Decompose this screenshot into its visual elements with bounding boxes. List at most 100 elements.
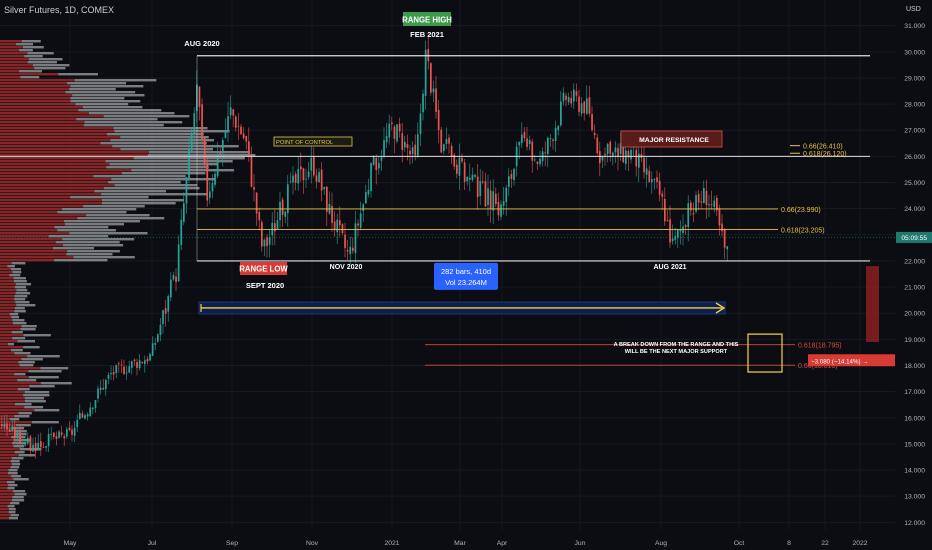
candle-down — [237, 125, 240, 127]
volume-profile-bar-red — [0, 256, 74, 259]
candle-up — [674, 236, 677, 240]
candle-down — [300, 166, 302, 170]
candle-down — [357, 223, 359, 226]
candle-up — [534, 159, 536, 161]
symbol-label[interactable]: Silver Futures, 1D, COMEX — [4, 5, 115, 15]
candle-up — [502, 201, 505, 206]
candle-up — [651, 179, 653, 183]
time-tick: Apr — [497, 540, 508, 547]
volume-profile-bar-red — [0, 328, 21, 331]
fib-label: 0.618(18.795) — [798, 343, 842, 350]
candle-down — [544, 152, 547, 154]
candle-up — [138, 360, 141, 369]
volume-profile-bar-red — [0, 133, 107, 136]
candle-down — [1, 424, 3, 427]
candle-down — [198, 86, 201, 107]
candle-down — [19, 430, 21, 444]
volume-profile-bar-white — [23, 394, 50, 397]
volume-profile-bar-red — [0, 181, 109, 184]
price-tick: 24.000 — [904, 206, 925, 213]
candle-up — [92, 407, 94, 410]
fib-label: 0.66(23.990) — [781, 207, 821, 214]
volume-profile-bar-white — [12, 322, 27, 325]
candle-up — [336, 219, 339, 233]
volume-profile-bar-white — [23, 346, 40, 349]
candle-up — [79, 412, 81, 420]
volume-profile-bar-white — [131, 169, 235, 172]
candle-up — [419, 113, 422, 134]
volume-profile-bar-white — [73, 256, 135, 259]
volume-profile-bar-red — [0, 94, 73, 97]
volume-profile-bar-white — [14, 286, 26, 289]
volume-profile-bar-white — [101, 199, 184, 202]
candle-up — [16, 431, 19, 439]
volume-profile-bar-white — [103, 187, 200, 190]
volume-profile-bar-white — [19, 70, 42, 73]
volume-profile-bar-white — [13, 280, 27, 283]
candle-up — [27, 437, 29, 444]
candle-up — [107, 374, 110, 379]
volume-profile-bar-white — [11, 427, 25, 430]
candle-down — [203, 137, 206, 164]
volume-profile-bar-white — [14, 298, 26, 301]
volume-profile-bar-white — [64, 223, 124, 226]
volume-profile-bar-white — [14, 352, 31, 355]
measure-bars-label: 282 bars, 410d — [441, 267, 491, 276]
candle-down — [63, 436, 66, 439]
volume-profile-bar-red — [0, 76, 21, 79]
candle-up — [703, 187, 705, 204]
volume-profile-bar-white — [27, 355, 60, 358]
candle-up — [310, 157, 313, 171]
volume-profile-bar-red — [0, 61, 28, 64]
volume-profile-bar-white — [15, 292, 31, 295]
candle-down — [635, 149, 638, 167]
volume-profile-bar-white — [10, 502, 20, 505]
price-tick: 18.000 — [904, 363, 925, 370]
major-resistance-label: MAJOR RESISTANCE — [639, 137, 709, 144]
volume-profile-bar-red — [0, 406, 25, 409]
candle-up — [513, 168, 515, 181]
candle-down — [341, 224, 344, 233]
projected-drop-bar — [866, 266, 879, 342]
volume-profile-bar-white — [9, 418, 20, 421]
volume-profile-bar-white — [14, 493, 27, 496]
volume-profile-bar-white — [17, 340, 36, 343]
volume-profile-bar-red — [0, 484, 9, 487]
volume-profile-bar-white — [75, 103, 129, 106]
candle-up — [695, 195, 697, 212]
candle-down — [14, 426, 16, 438]
volume-profile-bar-red — [0, 235, 49, 238]
range-low-label: RANGE LOW — [239, 265, 288, 274]
candle-up — [268, 237, 271, 245]
volume-profile-bar-red — [0, 220, 65, 223]
volume-profile-bar-red — [0, 298, 15, 301]
candle-down — [536, 161, 539, 164]
candle-up — [492, 191, 495, 211]
volume-profile-bar-red — [0, 43, 17, 46]
candle-down — [583, 101, 586, 114]
volume-profile-bar-red — [0, 49, 20, 52]
volume-profile-bar-white — [27, 61, 57, 64]
candle-up — [586, 98, 588, 114]
volume-profile-bar-white — [10, 268, 22, 271]
volume-profile-bar-red — [0, 436, 12, 439]
currency-label: USD — [906, 6, 921, 13]
volume-profile-bar-red — [0, 472, 9, 475]
volume-profile-bar-red — [0, 367, 41, 370]
candle-down — [578, 96, 580, 112]
volume-profile-bar-red — [0, 127, 114, 130]
volume-profile-bar-red — [0, 418, 10, 421]
candle-down — [245, 136, 248, 142]
volume-profile-bar-white — [24, 397, 45, 400]
volume-profile-bar-white — [15, 424, 31, 427]
major-resistance-box — [620, 130, 723, 148]
fib-label: 0.66(26.410) — [803, 144, 843, 151]
aug-2021-label: AUG 2021 — [653, 264, 686, 271]
candle-up — [144, 360, 146, 365]
volume-profile-bar-white — [14, 451, 25, 454]
volume-profile-bar-white — [114, 184, 198, 187]
candle-down — [690, 202, 692, 211]
volume-profile-bar-white — [10, 349, 23, 352]
range-high-label: RANGE HIGH — [402, 16, 452, 25]
